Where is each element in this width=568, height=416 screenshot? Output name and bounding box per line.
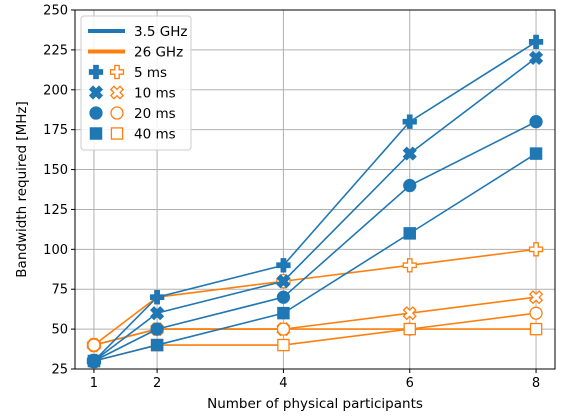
legend-label: 20 ms bbox=[134, 106, 176, 122]
legend-item: 20 ms bbox=[89, 106, 176, 122]
data-point-circle bbox=[150, 322, 164, 336]
data-point-circle bbox=[276, 290, 291, 304]
data-point-plus bbox=[402, 114, 417, 129]
data-point-square bbox=[87, 354, 101, 368]
y-tick-label: 125 bbox=[43, 203, 68, 218]
plot-frame bbox=[74, 9, 556, 370]
y-axis-label: Bandwidth required [MHz] bbox=[14, 101, 30, 277]
legend: 3.5 GHz 26 GHz 5 ms 10 ms 20 ms 40 ms bbox=[80, 15, 192, 151]
legend-label: 3.5 GHz bbox=[134, 24, 187, 40]
data-point-square bbox=[277, 306, 290, 320]
data-point-x bbox=[150, 306, 165, 321]
x-tick-label: 1 bbox=[90, 376, 98, 391]
legend-item: 26 GHz bbox=[88, 45, 183, 61]
data-point-plus bbox=[402, 258, 417, 273]
data-point-plus bbox=[149, 290, 165, 305]
legend-item: 5 ms bbox=[88, 64, 167, 81]
legend-marker-x-filled bbox=[88, 85, 104, 100]
data-point-x bbox=[402, 146, 417, 161]
legend-marker-plus-filled bbox=[88, 64, 104, 80]
y-tick-label: 150 bbox=[43, 163, 68, 178]
legend-marker-circle-open bbox=[110, 106, 124, 120]
legend-label: 40 ms bbox=[134, 127, 176, 143]
data-point-circle bbox=[529, 306, 543, 320]
x-tick-label: 6 bbox=[406, 376, 414, 391]
data-point-circle bbox=[87, 338, 101, 352]
data-point-x bbox=[276, 274, 291, 289]
data-point-circle bbox=[276, 322, 291, 336]
legend-label: 26 GHz bbox=[134, 45, 183, 61]
data-point-plus bbox=[528, 242, 544, 257]
y-tick-label: 50 bbox=[51, 323, 68, 338]
data-point-square bbox=[150, 338, 164, 352]
data-point-circle bbox=[529, 115, 543, 129]
data-point-square bbox=[403, 227, 416, 240]
axis-ticks: 1 2 4 6 8 25 50 75 100 125 150 175 200 225 250 bbox=[43, 4, 540, 392]
legend-marker-plus-open bbox=[109, 64, 125, 80]
y-tick-label: 100 bbox=[43, 243, 68, 258]
data-point-plus bbox=[276, 258, 291, 273]
y-tick-label: 225 bbox=[43, 43, 68, 58]
data-point-square bbox=[529, 322, 543, 336]
legend-marker-x-open bbox=[109, 85, 125, 100]
plot-series bbox=[86, 34, 544, 369]
x-axis-label: Number of physical participants bbox=[207, 396, 423, 412]
data-point-x bbox=[528, 50, 544, 65]
y-tick-label: 175 bbox=[43, 123, 68, 138]
legend-item: 40 ms bbox=[89, 127, 176, 143]
data-point-square bbox=[529, 147, 543, 160]
data-point-plus bbox=[528, 34, 544, 50]
data-point-x bbox=[402, 306, 417, 321]
y-tick-label: 250 bbox=[43, 4, 68, 19]
x-tick-label: 8 bbox=[532, 376, 540, 391]
data-point-square bbox=[277, 338, 290, 352]
y-tick-label: 25 bbox=[51, 363, 68, 378]
y-tick-label: 75 bbox=[51, 283, 68, 298]
legend-marker-square-open bbox=[110, 127, 124, 140]
legend-item: 10 ms bbox=[88, 85, 176, 102]
legend-label: 5 ms bbox=[134, 65, 167, 81]
legend-item: 3.5 GHz bbox=[88, 24, 187, 40]
data-point-square bbox=[403, 322, 416, 336]
y-tick-label: 200 bbox=[43, 83, 68, 98]
legend-marker-circle-filled bbox=[89, 106, 103, 120]
x-tick-label: 2 bbox=[153, 376, 161, 391]
series-35GHz-40ms bbox=[87, 147, 543, 368]
data-point-x bbox=[528, 290, 544, 305]
legend-label: 10 ms bbox=[134, 86, 176, 102]
data-point-circle bbox=[403, 178, 417, 193]
legend-marker-square-filled bbox=[89, 127, 103, 140]
x-tick-label: 4 bbox=[279, 376, 287, 391]
